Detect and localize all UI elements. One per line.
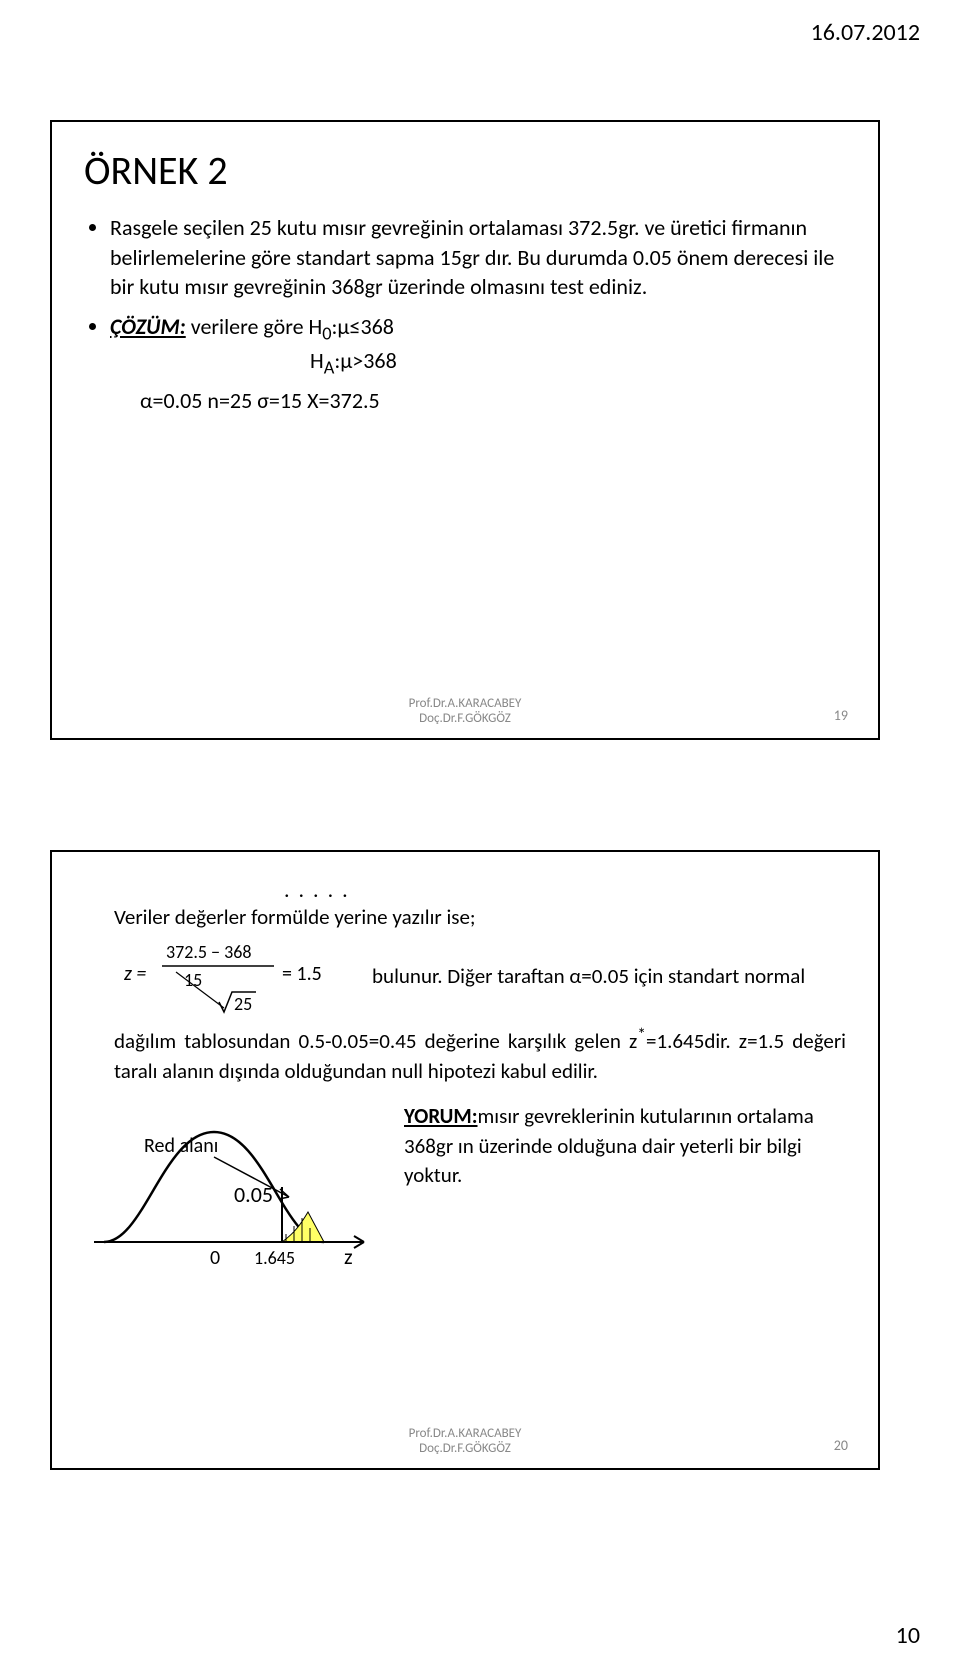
slide-1-title: ÖRNEK 2 [84,146,846,195]
footer-credit-1: Prof.Dr.A.KARACABEY Doç.Dr.F.GÖKGÖZ [409,696,522,726]
formula-num: 372.5 − 368 [166,941,252,963]
slide-2: . . . . . Veriler değerler formülde yeri… [50,850,880,1470]
shaded-tail [282,1212,324,1242]
page-date: 16.07.2012 [811,18,920,47]
sub-a: A [324,357,335,379]
formula-result: = 1.5 [282,962,322,986]
red-label: Red alanı [144,1134,218,1158]
z-star: * [637,1023,646,1045]
slide-1-number: 19 [834,707,848,724]
chart-and-comment: Red alanı 0.05 0 1.645 z YORUM:mısır gev… [84,1102,846,1282]
footer-line2: Doç.Dr.F.GÖKGÖZ [409,711,522,726]
bullet-2: ÇÖZÜM: verilere göre H0:µ≤368 HA:µ>368 α… [110,312,846,416]
dots-separator: . . . . . [284,876,846,903]
alpha-value: 0.05 [234,1181,273,1208]
alpha-line: α=0.05 n=25 σ=15 X=372.5 [140,386,846,416]
cozum-text: verilere göre H [186,313,322,340]
cozum-label: ÇÖZÜM: [110,313,186,340]
page-number: 10 [896,1621,920,1650]
z-formula-svg: z = 372.5 − 368 15 25 = 1.5 [124,936,354,1016]
continuation-text: dağılım tablosundan 0.5-0.05=0.45 değeri… [114,1022,846,1086]
after-formula-text: bulunur. Diğer taraftan α=0.05 için stan… [372,962,846,991]
den-bot: 25 [234,993,252,1015]
h0-tail: :µ≤368 [332,313,394,340]
z-eq: z = [124,962,146,986]
slide-1-body: Rasgele seçilen 25 kutu mısır gevreğinin… [84,213,846,416]
footer-line1: Prof.Dr.A.KARACABEY [409,696,522,711]
comment-label: YORUM: [404,1103,478,1129]
intro-text: Veriler değerler formülde yerine yazılır… [114,903,846,932]
ha-line: HA:µ>368 [310,346,846,380]
slide-1: ÖRNEK 2 Rasgele seçilen 25 kutu mısır ge… [50,120,880,740]
z-axis-label: z [344,1243,353,1270]
ha-prefix: H [310,347,324,374]
bullet-1: Rasgele seçilen 25 kutu mısır gevreğinin… [110,213,846,302]
crit-label: 1.645 [254,1247,295,1269]
normal-curve-chart: Red alanı 0.05 0 1.645 z [84,1102,384,1282]
cont1: dağılım tablosundan 0.5-0.05=0.45 değeri… [114,1028,637,1054]
formula-row: z = 372.5 − 368 15 25 = 1.5 bulunur. Diğ… [124,936,846,1016]
footer-line2-b: Doç.Dr.F.GÖKGÖZ [409,1441,522,1456]
sub-0: 0 [322,322,331,344]
ha-tail: :µ>368 [334,347,396,374]
footer-credit-2: Prof.Dr.A.KARACABEY Doç.Dr.F.GÖKGÖZ [409,1426,522,1456]
slide-2-number: 20 [834,1437,848,1454]
zero-label: 0 [210,1246,220,1270]
footer-line1-b: Prof.Dr.A.KARACABEY [409,1426,522,1441]
comment-block: YORUM:mısır gevreklerinin kutularının or… [404,1102,824,1190]
